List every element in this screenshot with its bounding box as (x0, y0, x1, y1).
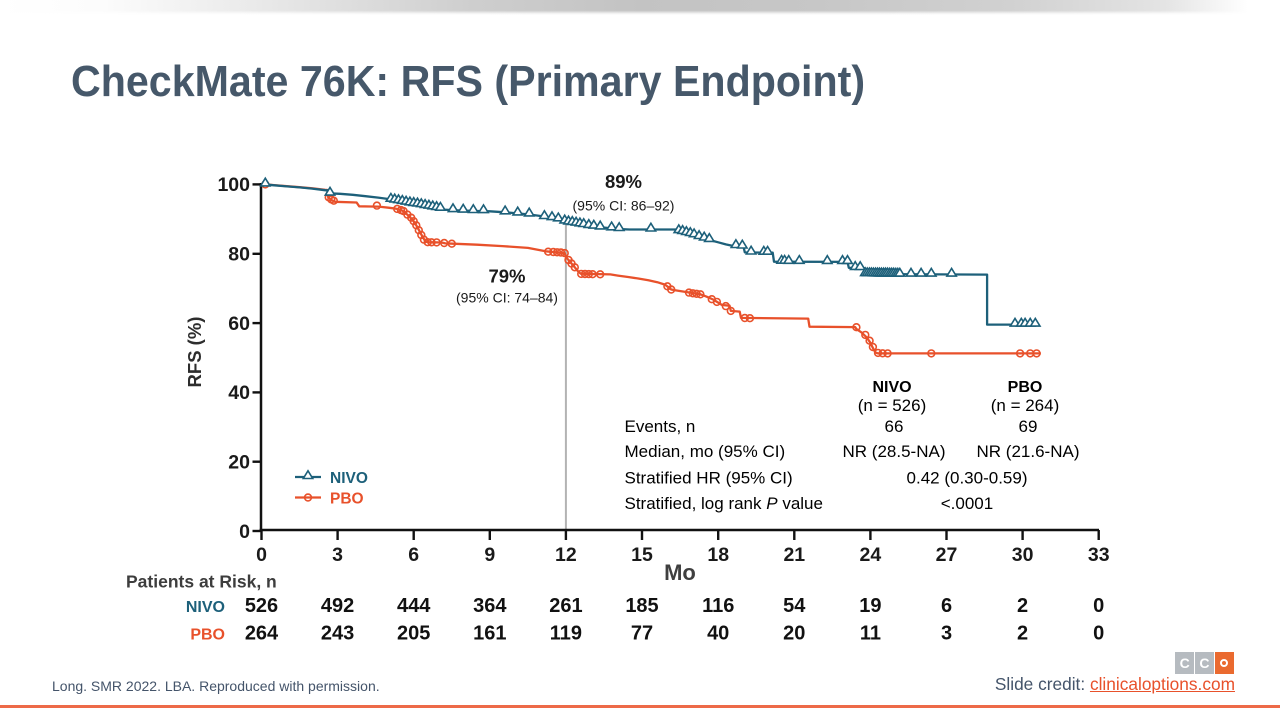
svg-text:(n = 526): (n = 526) (858, 396, 927, 415)
svg-text:Stratified, log rank P value: Stratified, log rank P value (625, 494, 823, 513)
svg-text:526: 526 (245, 595, 278, 617)
svg-text:PBO: PBO (1008, 379, 1043, 396)
svg-text:100: 100 (217, 174, 250, 196)
svg-text:11: 11 (860, 623, 881, 645)
svg-text:Mo: Mo (664, 560, 696, 585)
svg-text:79%: 79% (488, 266, 525, 287)
svg-text:264: 264 (245, 623, 279, 645)
svg-text:54: 54 (783, 595, 806, 617)
svg-text:NR (21.6-NA): NR (21.6-NA) (977, 442, 1080, 461)
svg-text:20: 20 (783, 623, 805, 645)
svg-text:89%: 89% (605, 171, 642, 192)
svg-text:NIVO: NIVO (186, 599, 225, 616)
svg-text:12: 12 (555, 544, 577, 566)
svg-text:161: 161 (473, 623, 506, 645)
svg-text:PBO: PBO (330, 491, 364, 508)
svg-text:NIVO: NIVO (330, 470, 368, 487)
svg-text:15: 15 (631, 544, 653, 566)
svg-text:20: 20 (228, 452, 250, 474)
svg-text:69: 69 (1019, 417, 1038, 436)
svg-text:0: 0 (1093, 623, 1104, 645)
svg-text:24: 24 (860, 544, 882, 566)
svg-text:492: 492 (321, 595, 354, 617)
svg-text:3: 3 (332, 544, 343, 566)
svg-text:18: 18 (707, 544, 729, 566)
svg-text:40: 40 (228, 382, 250, 404)
svg-text:21: 21 (783, 544, 805, 566)
svg-text:66: 66 (885, 417, 904, 436)
svg-text:Patients at Risk, n: Patients at Risk, n (126, 572, 277, 592)
svg-text:(95% CI: 74–84): (95% CI: 74–84) (456, 290, 558, 306)
svg-text:0: 0 (256, 544, 267, 566)
svg-text:19: 19 (859, 595, 881, 617)
svg-text:NIVO: NIVO (872, 379, 911, 396)
svg-text:<.0001: <.0001 (941, 494, 993, 513)
svg-text:261: 261 (549, 595, 582, 617)
svg-text:30: 30 (1012, 544, 1034, 566)
svg-text:6: 6 (408, 544, 419, 566)
svg-text:2: 2 (1017, 623, 1028, 645)
svg-text:NR (28.5-NA): NR (28.5-NA) (843, 442, 946, 461)
svg-text:80: 80 (228, 244, 250, 266)
svg-text:(95% CI: 86–92): (95% CI: 86–92) (573, 198, 675, 214)
svg-text:Median, mo (95% CI): Median, mo (95% CI) (625, 442, 786, 461)
svg-text:40: 40 (707, 623, 729, 645)
svg-text:243: 243 (321, 623, 354, 645)
svg-text:185: 185 (625, 595, 658, 617)
svg-text:Stratified HR (95% CI): Stratified HR (95% CI) (625, 469, 793, 488)
svg-text:27: 27 (936, 544, 958, 566)
svg-text:PBO: PBO (190, 627, 225, 644)
svg-text:0.42 (0.30-0.59): 0.42 (0.30-0.59) (907, 469, 1028, 488)
svg-text:60: 60 (228, 313, 250, 335)
svg-text:205: 205 (397, 623, 430, 645)
svg-text:0: 0 (239, 521, 250, 543)
svg-text:3: 3 (941, 623, 952, 645)
svg-text:9: 9 (484, 544, 495, 566)
svg-text:77: 77 (631, 623, 653, 645)
svg-text:119: 119 (550, 623, 582, 645)
svg-text:6: 6 (941, 595, 952, 617)
svg-text:364: 364 (473, 595, 507, 617)
svg-text:116: 116 (702, 595, 734, 617)
svg-text:444: 444 (397, 595, 431, 617)
svg-text:33: 33 (1088, 544, 1110, 566)
svg-text:RFS (%): RFS (%) (184, 317, 205, 388)
svg-text:0: 0 (1093, 595, 1104, 617)
svg-text:(n = 264): (n = 264) (991, 396, 1060, 415)
svg-text:Events, n: Events, n (625, 417, 696, 436)
svg-text:2: 2 (1017, 595, 1028, 617)
